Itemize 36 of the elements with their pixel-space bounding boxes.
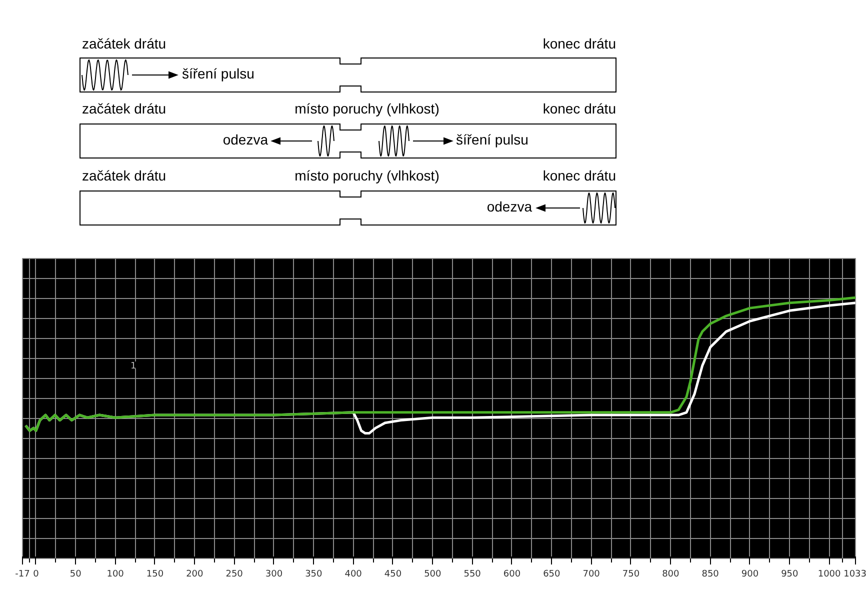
x-tick-label: 250 [226,570,244,580]
text: konec drátu [542,36,616,52]
x-tick-label: 450 [384,570,402,580]
x-tick-label: 1033 [844,570,866,580]
x-tick-label: 400 [344,570,362,580]
x-tick-label: 500 [424,570,442,580]
x-tick-label: 100 [106,570,124,580]
text: konec drátu [542,100,616,117]
annotation: 1 [130,362,136,372]
x-tick-label: 1000 [818,570,842,580]
x-tick-label: 700 [582,570,600,580]
x-tick-label: 800 [662,570,680,580]
x-tick-label: 650 [543,570,561,580]
x-tick-label: 150 [146,570,164,580]
x-tick-label: 350 [305,570,323,580]
x-tick-label: 550 [464,570,482,580]
x-tick-label: 750 [622,570,640,580]
x-tick-label: 950 [781,570,799,580]
text: začátek drátu [82,100,166,117]
x-tick-label: 300 [265,570,283,580]
text: odezva [486,198,532,215]
text: místo poruchy (vlhkost) [294,168,440,184]
x-tick-label: 200 [186,570,204,580]
text: konec drátu [542,168,616,184]
x-tick-label: 600 [503,570,521,580]
text: místo poruchy (vlhkost) [294,100,440,117]
x-tick-label: 50 [70,570,82,580]
text: šíření pulsu [456,132,528,148]
text: začátek drátu [82,36,166,52]
text: odezva [222,132,268,148]
text: začátek drátu [82,168,166,184]
text: šíření pulsu [182,66,254,82]
x-tick-label: 0 [33,570,40,580]
x-tick-label: 900 [741,570,759,580]
x-tick-label: -17 [15,570,30,580]
x-tick-label: 850 [702,570,720,580]
